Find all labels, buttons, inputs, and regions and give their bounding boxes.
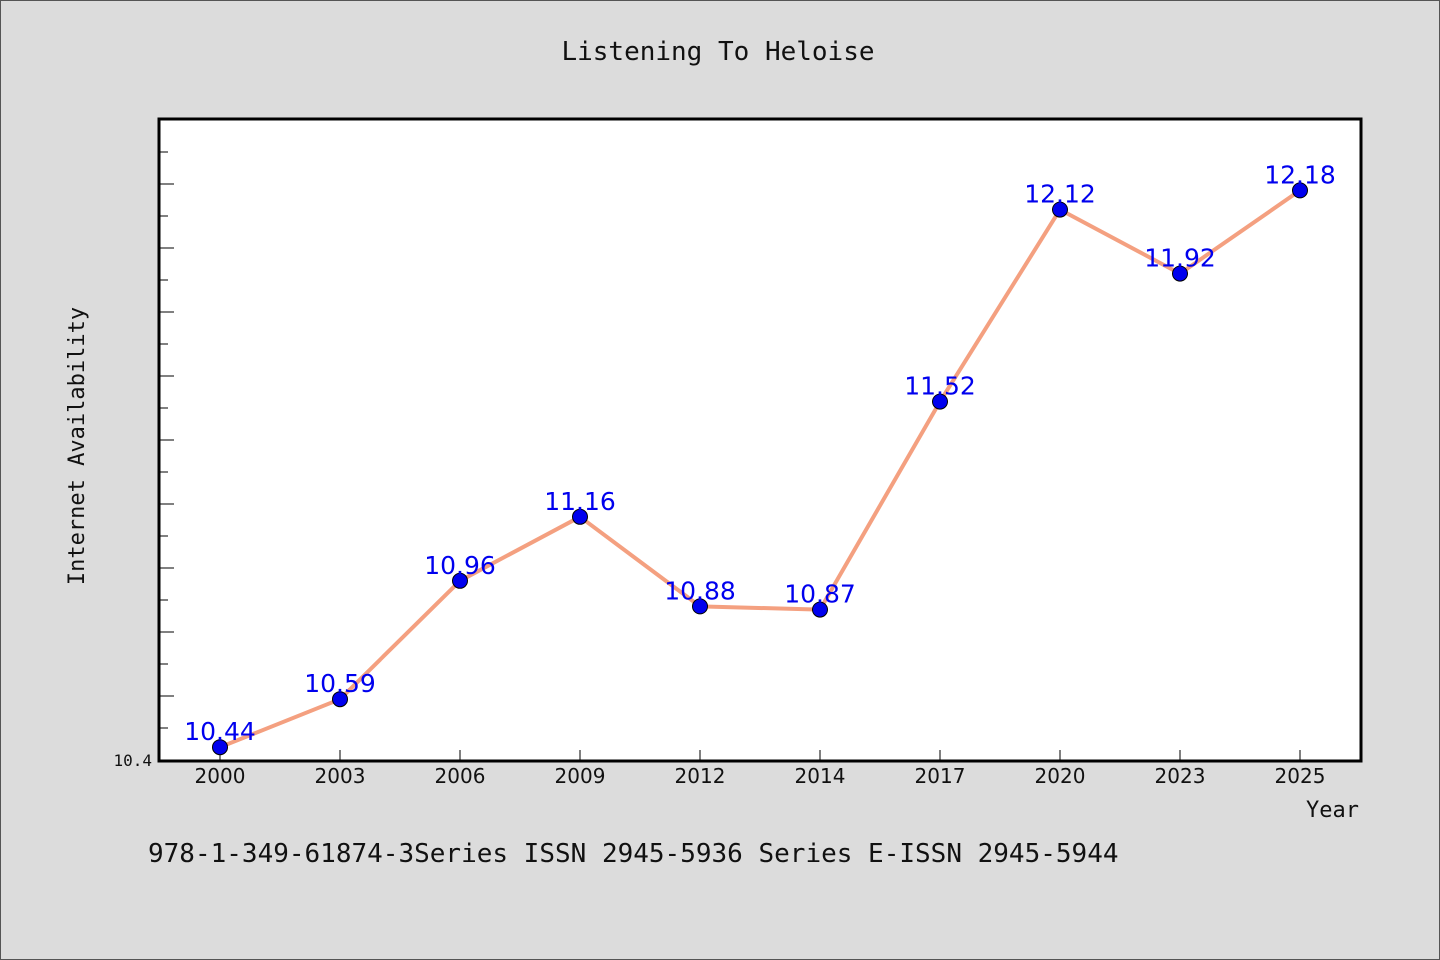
data-label: 10.44 — [184, 717, 256, 746]
data-point — [212, 739, 228, 756]
data-point — [1052, 201, 1068, 218]
data-point — [1172, 265, 1188, 282]
data-point — [692, 598, 708, 615]
data-label: 11.52 — [904, 372, 976, 401]
x-axis-ticks: 2000 2003 2006 2009 2012 2014 2017 2020 2023 2025 — [195, 750, 1326, 788]
data-label: 11.16 — [544, 487, 616, 516]
y-tick-label: 10.4 — [113, 751, 152, 770]
data-label: 11.92 — [1144, 244, 1216, 273]
data-label: 12.18 — [1264, 160, 1336, 189]
chart-title: Listening To Heloise — [561, 37, 874, 67]
data-label: 10.87 — [784, 580, 856, 609]
series-line — [219, 188, 1302, 750]
y-axis-ticks: 10.4 — [113, 151, 174, 770]
data-point — [1292, 182, 1308, 199]
plot-area — [157, 117, 1363, 763]
x-tick-label: 2003 — [315, 764, 366, 788]
data-label: 10.59 — [304, 669, 376, 698]
x-axis-label: Year — [1306, 798, 1359, 823]
data-point — [812, 601, 828, 618]
data-point — [932, 393, 948, 410]
y-axis-label: Internet Availability — [65, 307, 90, 585]
x-tick-label: 2009 — [555, 764, 606, 788]
series-layer: 10.44 10.59 10.96 11.16 10.88 10.87 11.52 12.12… — [184, 160, 1336, 756]
x-tick-label: 2023 — [1155, 764, 1206, 788]
x-tick-label: 2012 — [675, 764, 726, 788]
data-label: 10.88 — [664, 576, 736, 605]
x-tick-label: 2020 — [1035, 764, 1086, 788]
x-tick-label: 2017 — [915, 764, 966, 788]
x-tick-label: 2000 — [195, 764, 246, 788]
x-tick-label: 2014 — [795, 764, 846, 788]
x-tick-label: 2025 — [1275, 764, 1326, 788]
data-point — [332, 691, 348, 708]
footer-isbn-issn: 978-1-349-61874-3Series ISSN 2945-5936 S… — [148, 839, 1119, 869]
data-label: 12.12 — [1024, 180, 1096, 209]
x-tick-label: 2006 — [435, 764, 486, 788]
data-point — [452, 572, 468, 589]
data-point — [572, 508, 588, 525]
data-label: 10.96 — [424, 551, 496, 580]
